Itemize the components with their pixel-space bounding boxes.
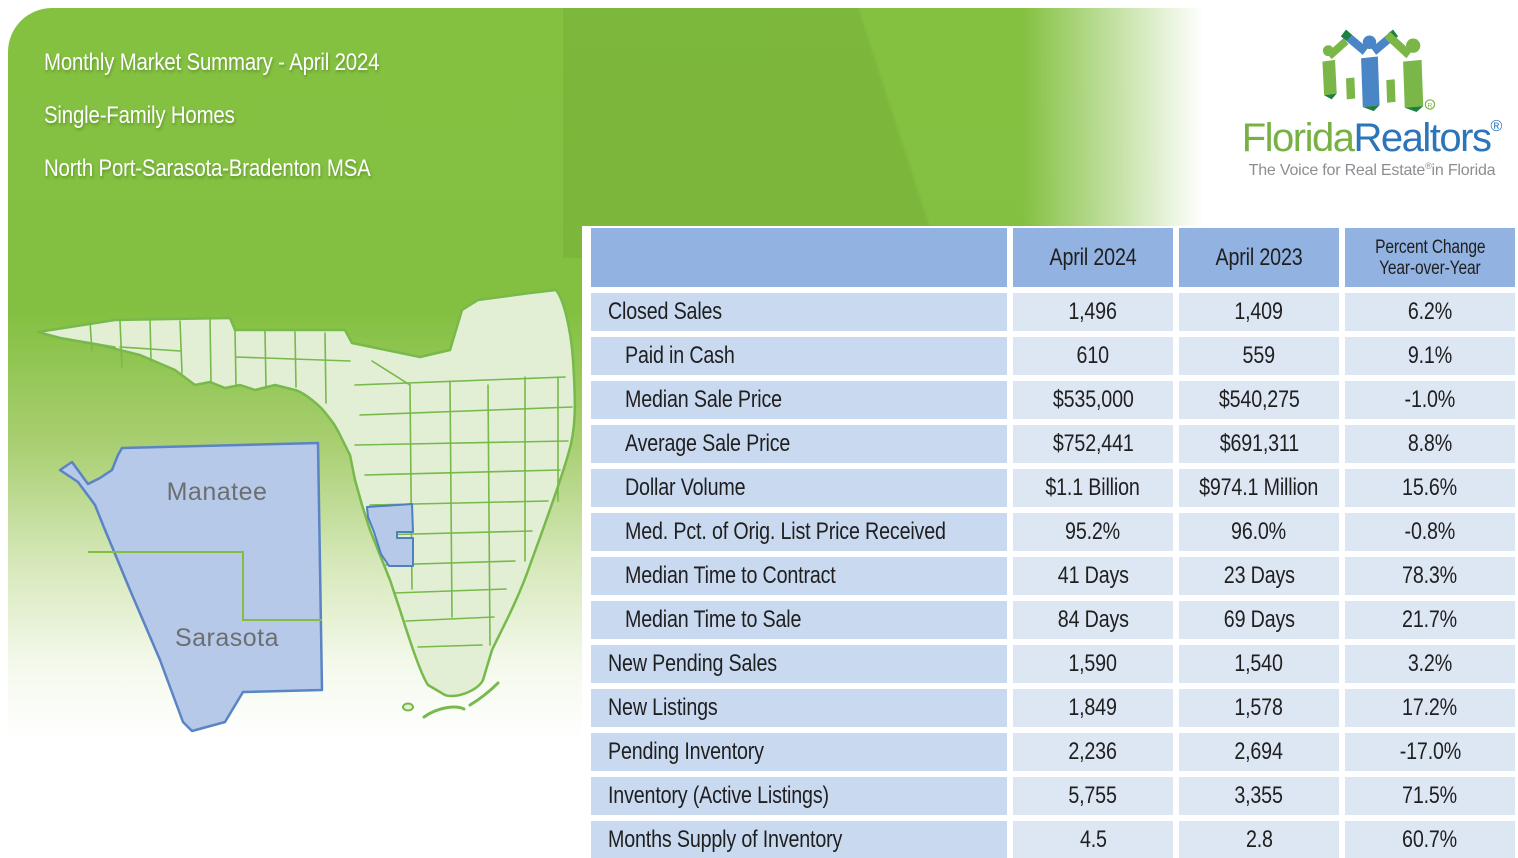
value-percent-change: 21.7% xyxy=(1345,601,1515,639)
value-percent-change: 3.2% xyxy=(1345,645,1515,683)
florida-keys xyxy=(402,681,500,719)
county-borders xyxy=(44,318,573,648)
row-label: Pending Inventory xyxy=(591,733,1007,771)
value-april-2023: 3,355 xyxy=(1179,777,1339,815)
value-april-2024: $1.1 Billion xyxy=(1013,469,1173,507)
value-april-2024: $535,000 xyxy=(1013,381,1173,419)
value-april-2023: 2,694 xyxy=(1179,733,1339,771)
brand-registered-mark: ® xyxy=(1490,118,1503,135)
row-label: Average Sale Price xyxy=(591,425,1007,463)
row-label: Median Time to Contract xyxy=(591,557,1007,595)
msa-inset-map: Manatee Sarasota xyxy=(58,441,324,733)
value-april-2024: 610 xyxy=(1013,337,1173,375)
value-april-2023: 1,578 xyxy=(1179,689,1339,727)
florida-realtors-logo-icon: R xyxy=(1322,29,1435,112)
value-april-2024: 5,755 xyxy=(1013,777,1173,815)
value-percent-change: 17.2% xyxy=(1345,689,1515,727)
title-line-2: Single-Family Homes xyxy=(44,102,235,129)
value-april-2023: 23 Days xyxy=(1179,557,1339,595)
florida-outline xyxy=(36,288,577,698)
value-april-2024: 1,496 xyxy=(1013,293,1173,331)
banner-swoosh-decoration xyxy=(563,8,1163,258)
value-percent-change: -17.0% xyxy=(1345,733,1515,771)
value-percent-change: 8.8% xyxy=(1345,425,1515,463)
brand-tagline: The Voice for Real Estate®in Florida xyxy=(1248,161,1496,179)
row-label: New Pending Sales xyxy=(591,645,1007,683)
row-label: Dollar Volume xyxy=(591,469,1007,507)
florida-county-map xyxy=(36,288,577,719)
header-cell-percent-change: Percent Change Year-over-Year xyxy=(1345,228,1515,287)
svg-text:R: R xyxy=(1428,102,1433,109)
row-label: Median Time to Sale xyxy=(591,601,1007,639)
value-april-2024: 1,590 xyxy=(1013,645,1173,683)
value-april-2024: 2,236 xyxy=(1013,733,1173,771)
inset-county-boundary xyxy=(88,551,322,621)
title-line-1: Monthly Market Summary - April 2024 xyxy=(44,49,380,76)
value-percent-change: 78.3% xyxy=(1345,557,1515,595)
value-april-2024: 41 Days xyxy=(1013,557,1173,595)
header-cell-metric xyxy=(591,228,1007,287)
value-percent-change: 71.5% xyxy=(1345,777,1515,815)
value-april-2023: $691,311 xyxy=(1179,425,1339,463)
row-label: Med. Pct. of Orig. List Price Received xyxy=(591,513,1007,551)
row-label: Inventory (Active Listings) xyxy=(591,777,1007,815)
row-label: Paid in Cash xyxy=(591,337,1007,375)
row-label: Closed Sales xyxy=(591,293,1007,331)
market-summary-table: April 2024 April 2023 Percent Change Yea… xyxy=(591,228,1515,858)
brand-realtors: Realtors xyxy=(1353,116,1492,160)
value-april-2023: 1,409 xyxy=(1179,293,1339,331)
value-percent-change: 6.2% xyxy=(1345,293,1515,331)
row-label: Months Supply of Inventory xyxy=(591,821,1007,858)
value-april-2023: $974.1 Million xyxy=(1179,469,1339,507)
value-april-2024: 1,849 xyxy=(1013,689,1173,727)
florida-realtors-logo: R FloridaRealtors® The Voice for Real Es… xyxy=(1228,28,1516,180)
brand-florida: Florida xyxy=(1241,116,1355,160)
value-april-2024: 84 Days xyxy=(1013,601,1173,639)
label-manatee: Manatee xyxy=(167,478,268,506)
value-april-2024: 95.2% xyxy=(1013,513,1173,551)
brand-wordmark: FloridaRealtors® xyxy=(1228,118,1516,158)
value-april-2024: $752,441 xyxy=(1013,425,1173,463)
value-percent-change: 9.1% xyxy=(1345,337,1515,375)
report-title: Monthly Market Summary - April 2024 Sing… xyxy=(44,34,438,193)
msa-highlight-region xyxy=(366,503,414,567)
row-label: Median Sale Price xyxy=(591,381,1007,419)
value-april-2023: 559 xyxy=(1179,337,1339,375)
row-label: New Listings xyxy=(591,689,1007,727)
header-cell-april-2024: April 2024 xyxy=(1013,228,1173,287)
label-sarasota: Sarasota xyxy=(175,624,279,652)
value-april-2024: 4.5 xyxy=(1013,821,1173,858)
value-percent-change: -0.8% xyxy=(1345,513,1515,551)
value-april-2023: 69 Days xyxy=(1179,601,1339,639)
header-cell-april-2023: April 2023 xyxy=(1179,228,1339,287)
value-april-2023: $540,275 xyxy=(1179,381,1339,419)
value-april-2023: 1,540 xyxy=(1179,645,1339,683)
value-april-2023: 96.0% xyxy=(1179,513,1339,551)
inset-county-shape xyxy=(58,441,324,733)
title-line-3: North Port-Sarasota-Bradenton MSA xyxy=(44,155,371,182)
value-percent-change: 15.6% xyxy=(1345,469,1515,507)
value-percent-change: -1.0% xyxy=(1345,381,1515,419)
value-percent-change: 60.7% xyxy=(1345,821,1515,858)
value-april-2023: 2.8 xyxy=(1179,821,1339,858)
